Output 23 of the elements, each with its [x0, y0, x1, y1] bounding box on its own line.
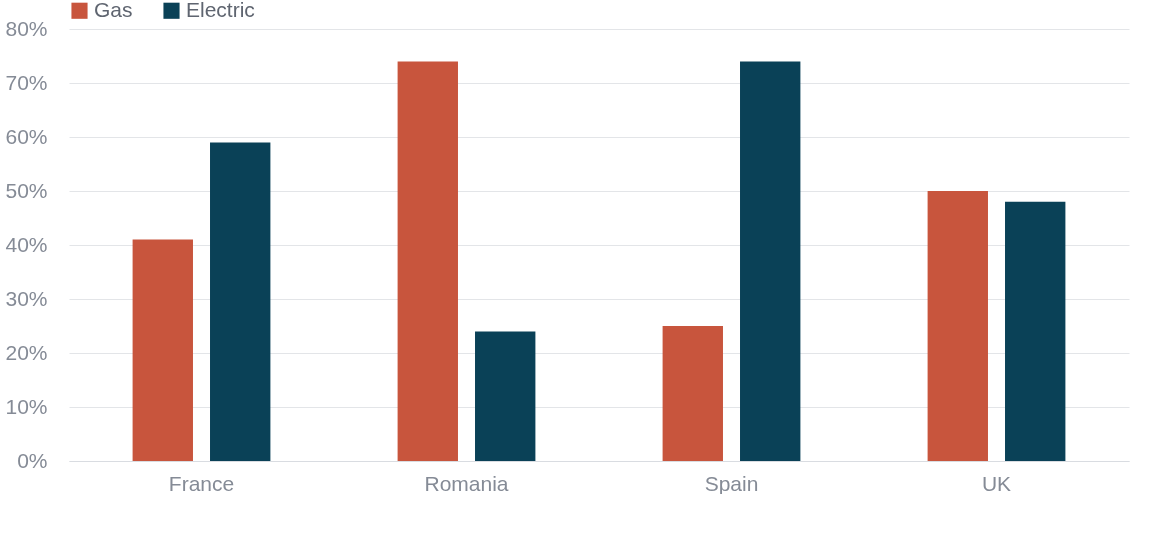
legend-label: Electric [186, 0, 255, 21]
y-tick-label: 80% [5, 16, 48, 40]
x-tick-label: Spain [704, 471, 759, 495]
y-tick-label: 40% [5, 232, 48, 256]
bar [662, 326, 723, 461]
bar [132, 239, 193, 461]
bar [1005, 201, 1066, 461]
y-tick-label: 20% [5, 340, 48, 364]
x-tick-label: UK [981, 471, 1012, 495]
y-tick-label: 70% [5, 70, 48, 94]
x-tick-label: Romania [424, 471, 509, 495]
y-tick-label: 0% [17, 448, 48, 472]
y-tick-label: 50% [5, 178, 48, 202]
x-tick-label: France [168, 471, 235, 495]
y-tick-label: 60% [5, 124, 48, 148]
bar [740, 61, 801, 461]
bar [397, 61, 458, 461]
y-tick-label: 30% [5, 286, 48, 310]
legend-label: Gas [94, 0, 133, 21]
bar [210, 142, 271, 461]
y-tick-label: 10% [5, 394, 48, 418]
bar [927, 191, 988, 461]
bar [475, 331, 536, 461]
